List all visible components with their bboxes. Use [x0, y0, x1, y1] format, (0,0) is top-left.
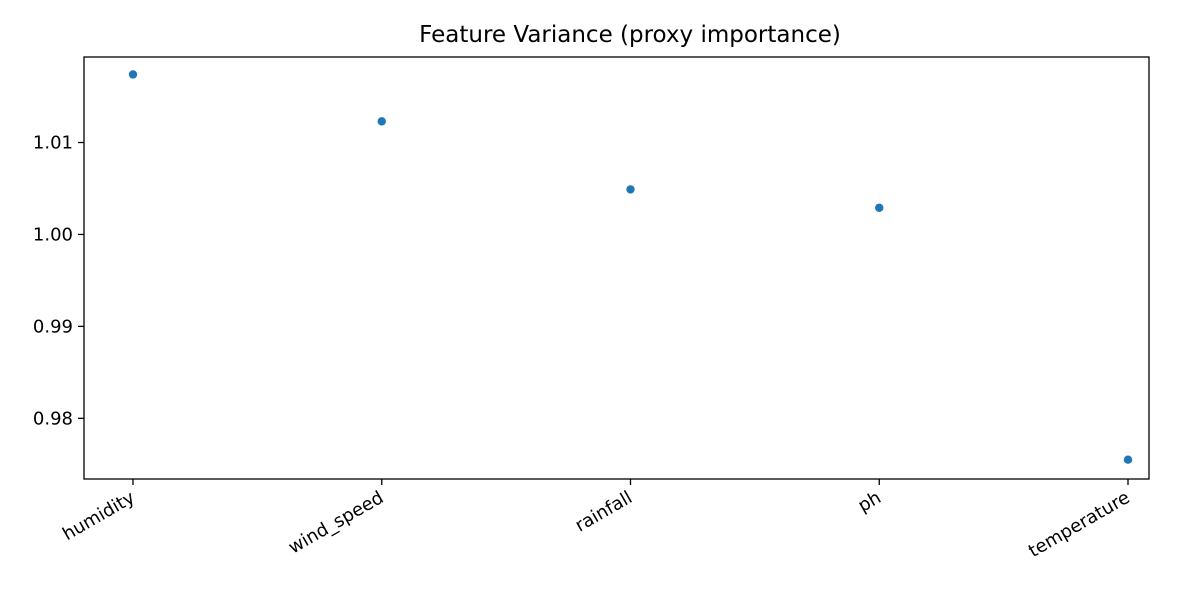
- data-points: [128, 70, 1133, 464]
- x-tick-label: wind_speed: [285, 487, 387, 558]
- y-tick-label: 1.01: [33, 133, 73, 154]
- y-tick-label: 1.00: [33, 224, 73, 245]
- y-tick-label: 0.99: [33, 316, 73, 337]
- data-point-ph: [875, 203, 884, 212]
- y-tick-label: 0.98: [33, 408, 73, 429]
- data-point-rainfall: [626, 185, 635, 194]
- data-point-humidity: [128, 70, 138, 79]
- data-point-wind-speed: [377, 117, 386, 126]
- x-tick-label: ph: [854, 487, 884, 517]
- plot-area-frame: [83, 56, 1150, 480]
- chart-title: Feature Variance (proxy importance): [419, 22, 841, 48]
- y-axis: 0.98 0.99 1.00 1.01: [33, 133, 84, 429]
- x-axis: humidity wind_speed rainfall ph temperature: [59, 479, 1134, 562]
- x-tick-label: rainfall: [572, 487, 636, 536]
- data-point-temperature: [1123, 455, 1133, 464]
- x-tick-label: humidity: [59, 487, 139, 545]
- x-tick-label: temperature: [1025, 487, 1133, 562]
